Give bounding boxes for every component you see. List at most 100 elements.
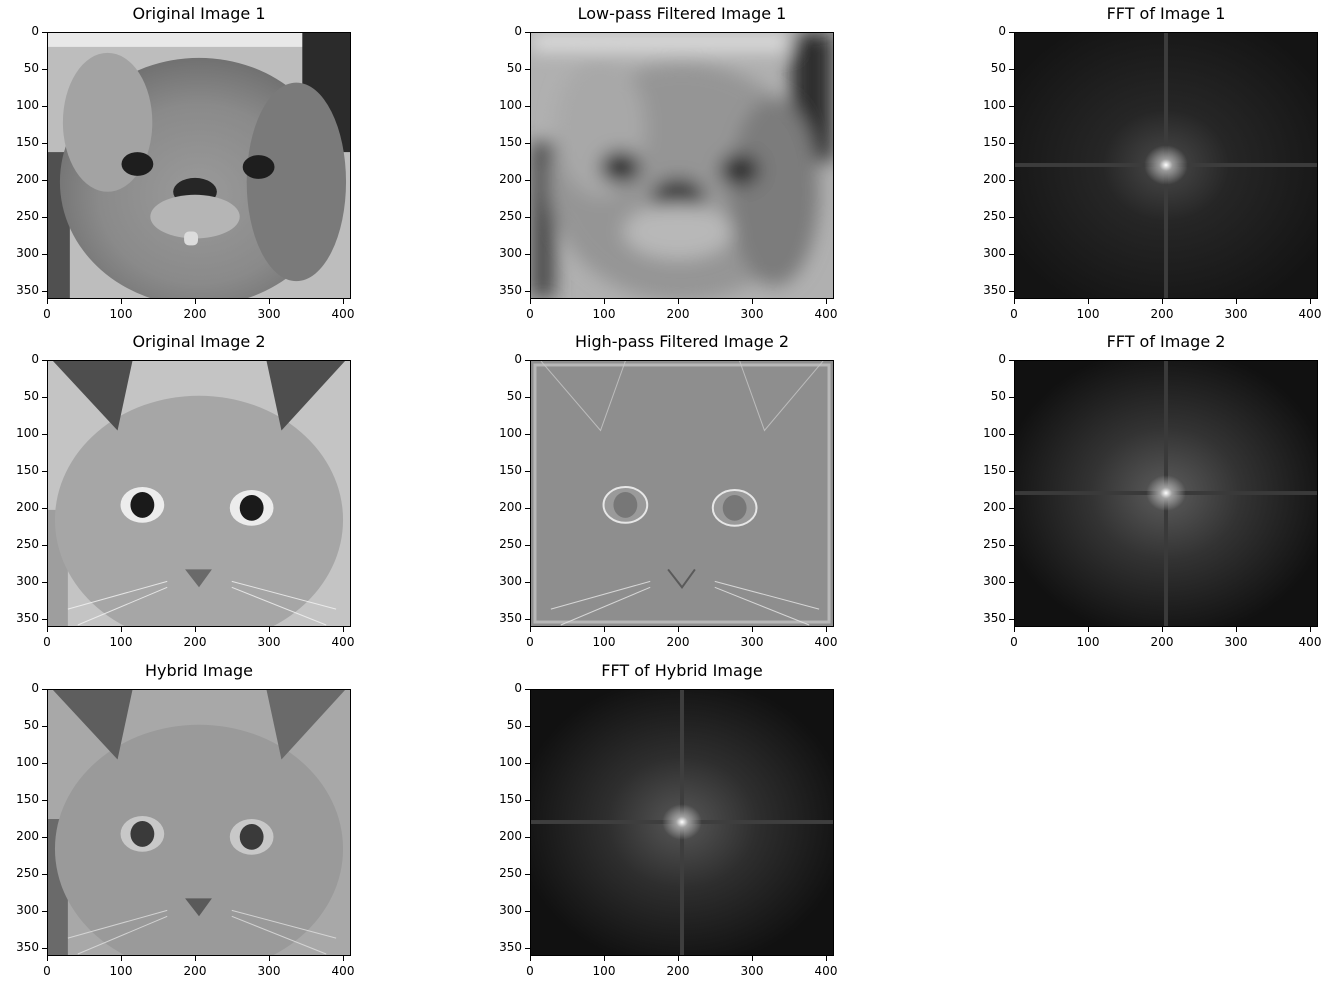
y-tick-label: 200 — [983, 500, 1006, 514]
fft-spectrum-2 — [1014, 360, 1318, 627]
x-tick-label: 300 — [740, 635, 764, 649]
y-tick-label: 50 — [23, 61, 39, 75]
y-tick-label: 350 — [16, 611, 39, 625]
y-tick-label: 250 — [16, 537, 39, 551]
y-tick-label: 250 — [16, 866, 39, 880]
y-tick-label: 150 — [983, 463, 1006, 477]
x-tick-label: 100 — [109, 307, 133, 321]
y-tick-label: 0 — [514, 24, 522, 38]
panel-title: FFT of Image 1 — [1106, 4, 1226, 23]
y-tick-label: 300 — [16, 246, 39, 260]
x-tick-label: 0 — [43, 635, 51, 649]
x-tick-label: 400 — [331, 964, 355, 978]
y-tick-label: 200 — [983, 172, 1006, 186]
y-tick-label: 0 — [514, 681, 522, 695]
y-tick-label: 350 — [16, 940, 39, 954]
x-tick-label: 200 — [666, 307, 690, 321]
x-tick-label: 400 — [1298, 635, 1322, 649]
x-tick-label: 0 — [43, 964, 51, 978]
x-tick-label: 100 — [109, 964, 133, 978]
panel-low-pass-image-1: Low-pass Filtered Image 1 0 100 200 — [499, 4, 837, 321]
y-tick-label: 150 — [499, 792, 522, 806]
y-tick-label: 150 — [16, 792, 39, 806]
x-tick-label: 200 — [1150, 307, 1174, 321]
panel-title: Low-pass Filtered Image 1 — [577, 4, 787, 23]
y-tick-label: 250 — [16, 209, 39, 223]
x-tick-label: 400 — [331, 635, 355, 649]
y-tick-label: 300 — [983, 246, 1006, 260]
panel-fft-image-1: FFT of Image 1 0 100 200 — [983, 4, 1321, 321]
x-tick-label: 200 — [666, 635, 690, 649]
x-tick-label: 300 — [257, 635, 281, 649]
x-tick-label: 100 — [592, 964, 616, 978]
y-tick-label: 250 — [983, 209, 1006, 223]
x-tick-label: 100 — [109, 635, 133, 649]
x-tick-label: 400 — [814, 964, 838, 978]
panel-original-image-1: Original Image 1 0 100 — [16, 4, 354, 321]
y-tick-label: 100 — [983, 426, 1006, 440]
x-tick-label: 200 — [666, 964, 690, 978]
y-tick-label: 200 — [16, 172, 39, 186]
y-tick-label: 150 — [16, 135, 39, 149]
x-tick-label: 400 — [814, 307, 838, 321]
y-tick-label: 100 — [499, 426, 522, 440]
y-tick-label: 150 — [16, 463, 39, 477]
panel-title: FFT of Hybrid Image — [601, 661, 763, 680]
y-tick-label: 200 — [16, 500, 39, 514]
y-tick-label: 200 — [499, 172, 522, 186]
x-tick-label: 0 — [1010, 635, 1018, 649]
fft-spectrum-1 — [1014, 32, 1318, 299]
y-tick-label: 350 — [983, 283, 1006, 297]
y-tick-label: 250 — [499, 537, 522, 551]
x-tick-label: 0 — [526, 964, 534, 978]
x-tick-label: 300 — [740, 307, 764, 321]
y-tick-label: 350 — [16, 283, 39, 297]
y-tick-label: 150 — [983, 135, 1006, 149]
cat-highpass-photo — [530, 360, 834, 627]
x-tick-label: 0 — [526, 307, 534, 321]
y-tick-label: 350 — [499, 940, 522, 954]
x-tick-label: 300 — [1224, 635, 1248, 649]
x-tick-label: 300 — [257, 307, 281, 321]
x-tick-label: 100 — [592, 307, 616, 321]
panel-title: Original Image 2 — [132, 332, 266, 351]
y-tick-label: 50 — [23, 718, 39, 732]
panel-fft-hybrid-image: FFT of Hybrid Image 0 100 — [499, 661, 837, 978]
fft-spectrum-hybrid — [530, 689, 834, 956]
y-tick-label: 300 — [499, 903, 522, 917]
dog-blurred-photo — [530, 32, 834, 299]
panel-fft-image-2: FFT of Image 2 0 100 200 — [983, 332, 1321, 649]
y-tick-label: 50 — [506, 61, 522, 75]
y-tick-label: 100 — [16, 426, 39, 440]
y-tick-label: 0 — [31, 681, 39, 695]
y-tick-label: 250 — [499, 866, 522, 880]
x-tick-label: 400 — [814, 635, 838, 649]
x-tick-label: 100 — [592, 635, 616, 649]
y-tick-label: 250 — [983, 537, 1006, 551]
y-tick-label: 300 — [16, 574, 39, 588]
y-tick-label: 300 — [499, 246, 522, 260]
y-tick-label: 0 — [998, 24, 1006, 38]
x-tick-label: 100 — [1076, 307, 1100, 321]
y-tick-label: 0 — [31, 352, 39, 366]
y-tick-label: 150 — [499, 463, 522, 477]
x-tick-label: 300 — [257, 964, 281, 978]
y-tick-label: 200 — [16, 829, 39, 843]
hybrid-photo — [47, 689, 351, 956]
panel-title: Original Image 1 — [132, 4, 266, 23]
x-tick-label: 200 — [183, 635, 207, 649]
y-tick-label: 100 — [983, 98, 1006, 112]
y-tick-label: 300 — [499, 574, 522, 588]
y-tick-label: 300 — [16, 903, 39, 917]
y-tick-label: 0 — [514, 352, 522, 366]
panel-high-pass-image-2: High-pass Filtered Image 2 0 100 200 — [499, 332, 837, 649]
panel-original-image-2: Original Image 2 0 100 200 300 400 — [16, 332, 354, 649]
dog-photo — [47, 32, 351, 299]
x-tick-label: 200 — [183, 964, 207, 978]
y-tick-label: 350 — [499, 611, 522, 625]
y-tick-label: 50 — [990, 389, 1006, 403]
y-tick-label: 100 — [499, 98, 522, 112]
x-tick-label: 0 — [1010, 307, 1018, 321]
y-tick-label: 50 — [506, 718, 522, 732]
y-tick-label: 50 — [990, 61, 1006, 75]
